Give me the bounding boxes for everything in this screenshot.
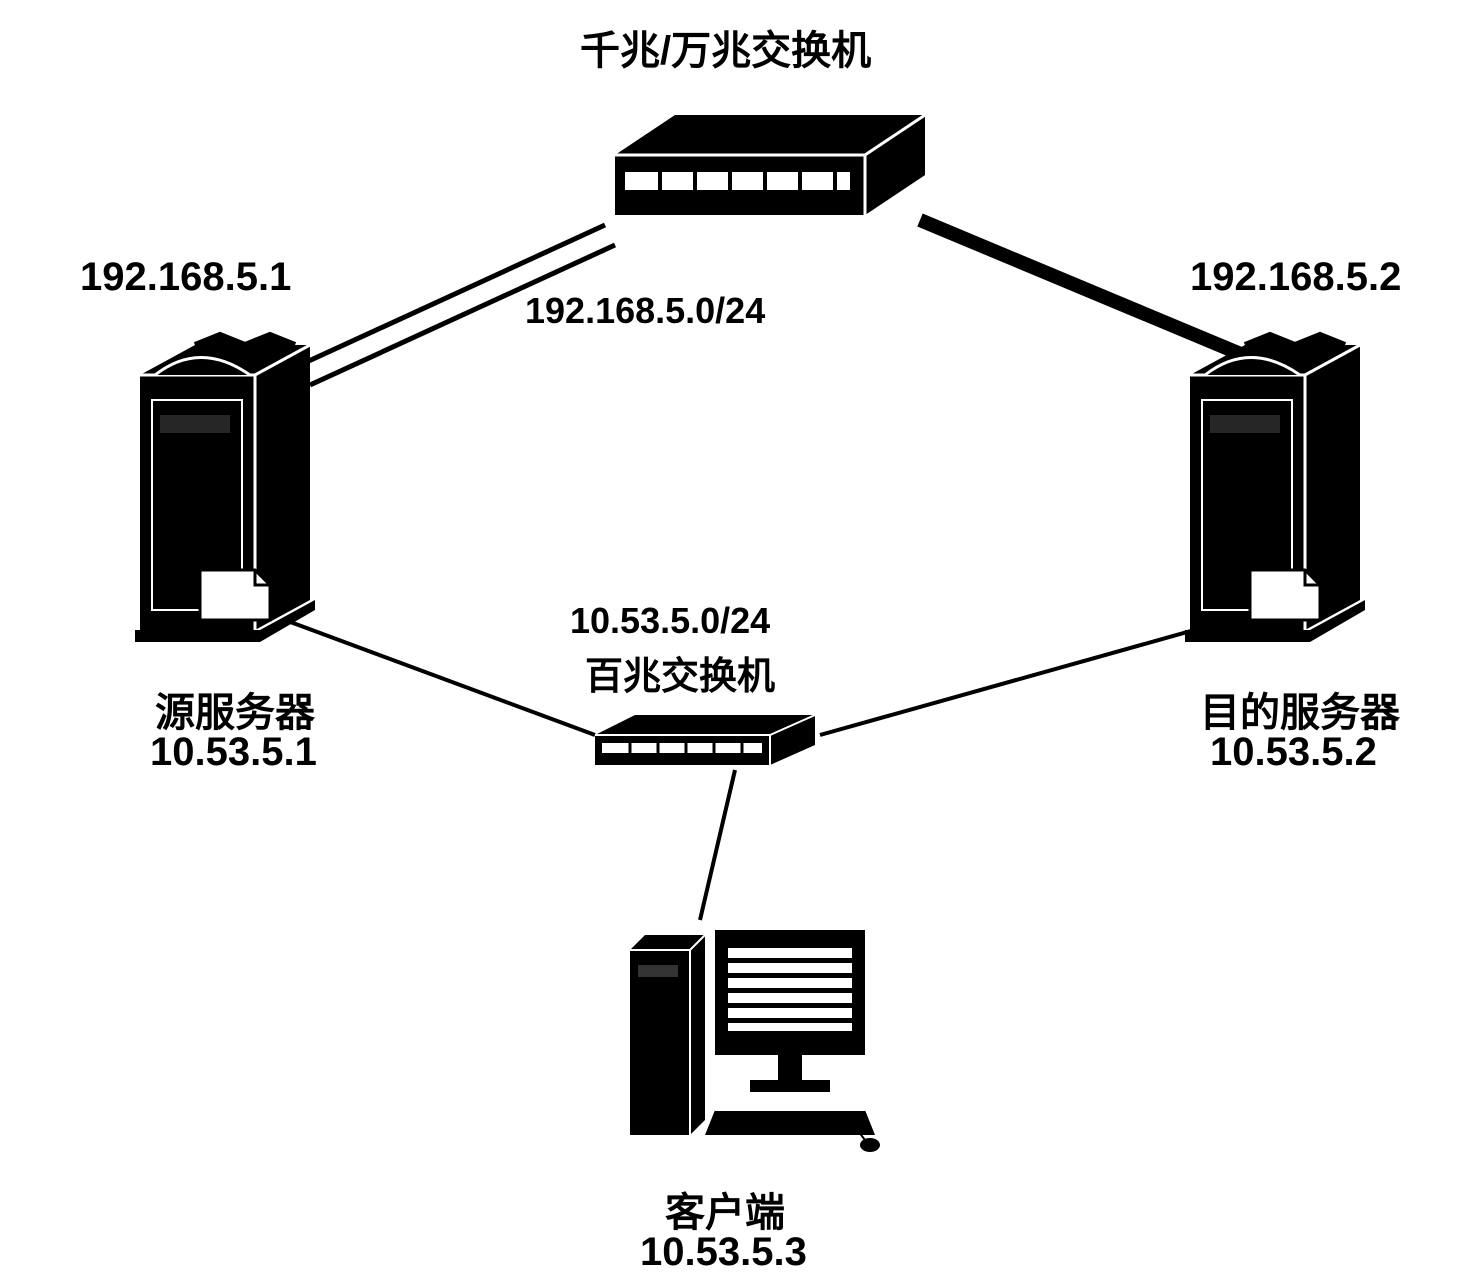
right-top-ip-label: 192.168.5.2	[1190, 255, 1401, 300]
edge-right-lower	[820, 620, 1230, 735]
client-ip-label: 10.53.5.3	[640, 1230, 807, 1275]
network-diagram: 千兆/万兆交换机 192.168.5.1 192.168.5.2 192.168…	[0, 0, 1475, 1280]
lower-subnet-label: 10.53.5.0/24	[570, 600, 770, 642]
server-left-icon	[130, 330, 335, 665]
top-switch-icon	[605, 100, 935, 235]
mid-switch-icon	[590, 710, 820, 775]
left-server-ip: 10.53.5.1	[150, 730, 317, 775]
server-right-icon	[1180, 330, 1385, 665]
mid-switch-label: 百兆交换机	[585, 645, 775, 700]
right-server-ip: 10.53.5.2	[1210, 730, 1377, 775]
edge-to-client	[700, 770, 735, 920]
top-switch-label: 千兆/万兆交换机	[580, 18, 871, 76]
client-computer-icon	[620, 900, 880, 1165]
left-top-ip-label: 192.168.5.1	[80, 255, 291, 300]
upper-subnet-label: 192.168.5.0/24	[525, 290, 765, 332]
